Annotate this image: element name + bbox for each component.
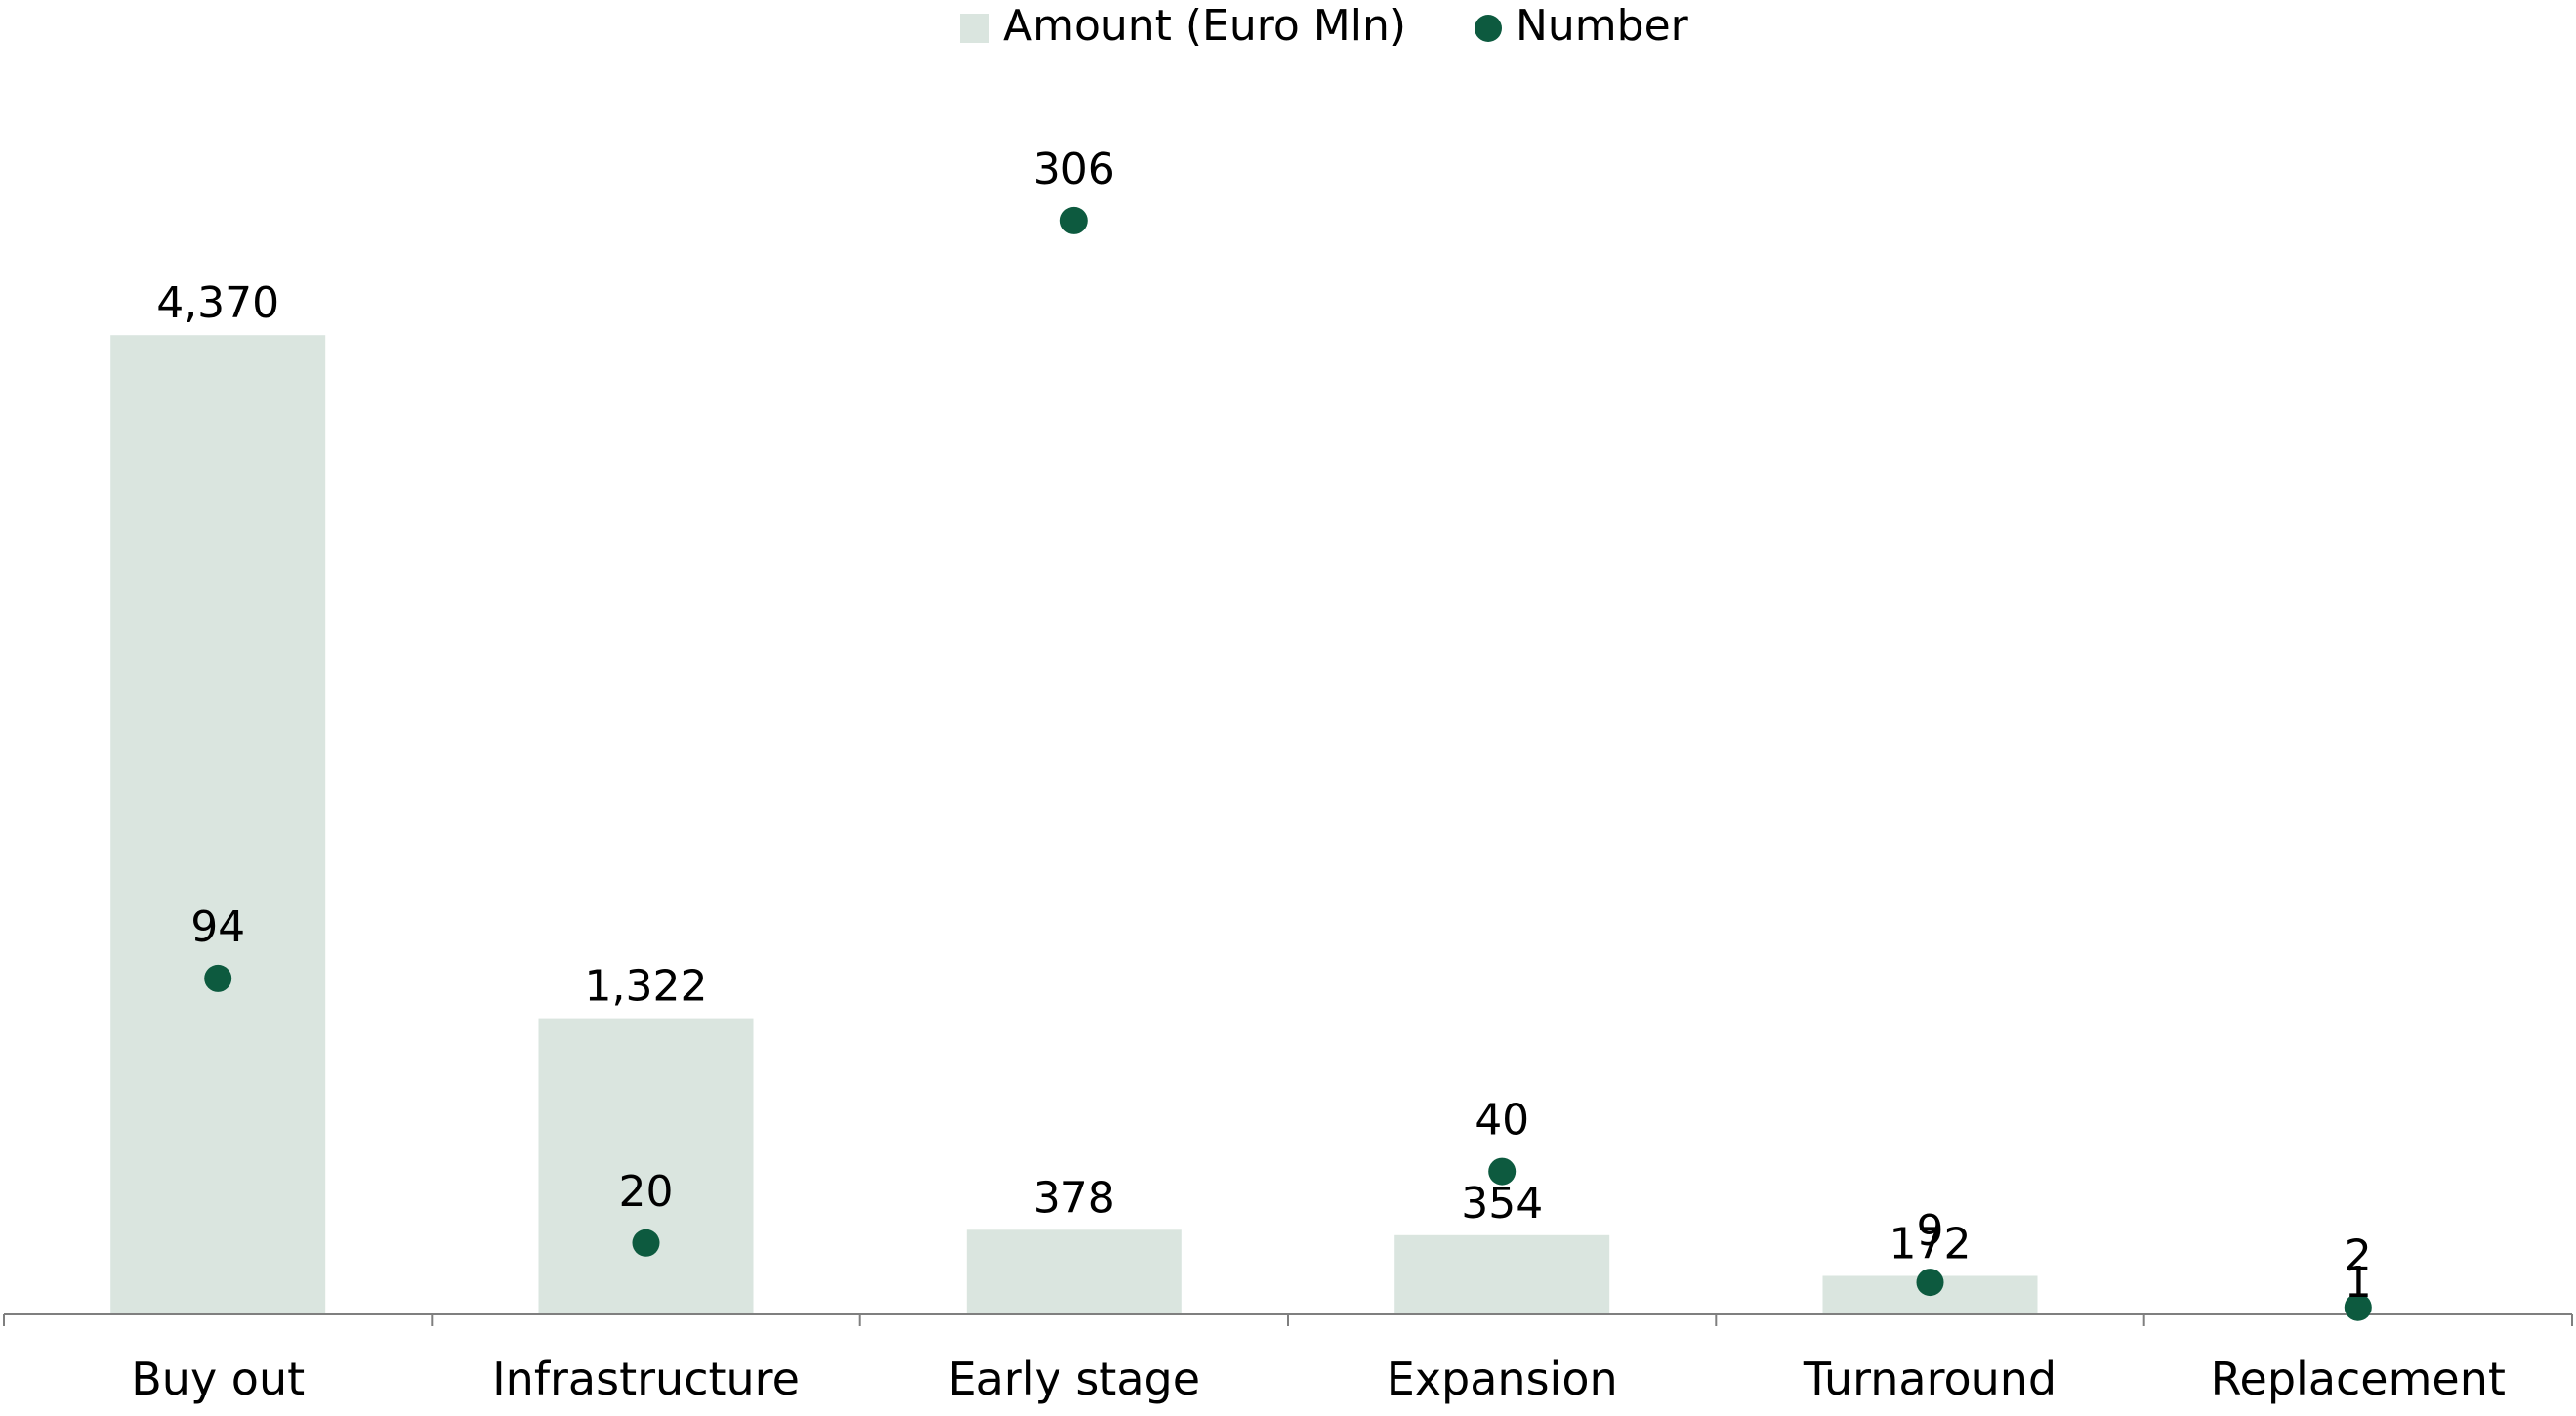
dot-2: [1059, 206, 1088, 234]
x-tick-label-3: Expansion: [1387, 1353, 1618, 1405]
x-tick-label-4: Turnaround: [1803, 1353, 2057, 1405]
bar-1: [538, 1018, 754, 1314]
x-tick-label-5: Replacement: [2211, 1353, 2506, 1405]
dot-5: [2344, 1293, 2372, 1321]
dot-value-label-4: 9: [1917, 1206, 1944, 1256]
x-tick-label-1: Infrastructure: [492, 1353, 800, 1405]
bar-value-label-0: 4,370: [156, 278, 279, 328]
dots: [204, 206, 2372, 1321]
x-tick-label-2: Early stage: [948, 1353, 1200, 1405]
x-axis: [3, 1313, 2573, 1326]
bar-value-label-1: 1,322: [585, 962, 708, 1012]
bar-value-label-2: 378: [1033, 1173, 1115, 1223]
dot-value-label-0: 94: [190, 902, 245, 952]
bars: [110, 335, 2466, 1314]
x-tick-label-0: Buy out: [131, 1353, 305, 1405]
dot-0: [204, 964, 232, 992]
bar-3: [1394, 1234, 1610, 1314]
dot-value-label-1: 20: [619, 1167, 674, 1217]
dot-4: [1916, 1269, 1944, 1297]
dot-value-label-3: 40: [1475, 1096, 1529, 1145]
labels: Buy out Infrastructure Early stage Expansio…: [131, 145, 2506, 1405]
legend-label-amount: Amount (Euro Mln): [1003, 1, 1406, 51]
legend-swatch-amount: [960, 14, 989, 43]
dot-value-label-2: 306: [1033, 145, 1115, 194]
bar-2: [966, 1229, 1182, 1314]
bar-value-label-4: 172: [1890, 1220, 1972, 1270]
dot-3: [1488, 1157, 1517, 1186]
legend-label-number: Number: [1516, 1, 1689, 51]
bar-value-label-3: 354: [1461, 1179, 1543, 1229]
legend: Amount (Euro Mln) Number: [960, 1, 1689, 51]
dot-value-label-5: 2: [2345, 1231, 2372, 1281]
bar-0: [110, 335, 326, 1314]
legend-swatch-number: [1475, 15, 1502, 42]
dot-1: [632, 1229, 660, 1257]
bar-value-label-5: 1: [2345, 1258, 2372, 1308]
